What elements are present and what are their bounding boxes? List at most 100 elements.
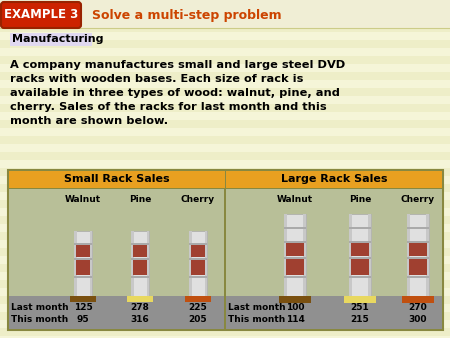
Text: 251: 251: [351, 303, 369, 312]
Bar: [284, 276, 306, 278]
Bar: [0, 0, 450, 28]
Bar: [349, 276, 371, 278]
Bar: [133, 245, 147, 257]
Bar: [226, 189, 442, 296]
Bar: [286, 259, 304, 275]
Bar: [70, 296, 96, 298]
Text: EXAMPLE 3: EXAMPLE 3: [4, 8, 78, 22]
Text: racks with wooden bases. Each size of rack is: racks with wooden bases. Each size of ra…: [10, 74, 303, 84]
Bar: [185, 296, 211, 298]
Bar: [0, 312, 450, 320]
Bar: [284, 257, 306, 259]
Bar: [0, 40, 450, 48]
Bar: [284, 241, 306, 243]
Bar: [0, 104, 450, 112]
Text: Solve a multi-step problem: Solve a multi-step problem: [92, 8, 282, 22]
Bar: [0, 32, 450, 40]
Bar: [303, 214, 306, 296]
Text: A company manufactures small and large steel DVD: A company manufactures small and large s…: [10, 60, 345, 70]
Bar: [349, 214, 371, 296]
Bar: [279, 296, 311, 303]
Text: month are shown below.: month are shown below.: [10, 116, 168, 126]
Bar: [284, 214, 287, 296]
Bar: [131, 231, 149, 296]
Bar: [9, 171, 225, 188]
Bar: [0, 288, 450, 296]
Bar: [74, 243, 92, 245]
Bar: [0, 152, 450, 160]
Bar: [127, 296, 153, 298]
Bar: [0, 240, 450, 248]
Text: Manufacturing: Manufacturing: [12, 34, 104, 44]
Bar: [76, 260, 90, 275]
Text: 225: 225: [189, 303, 207, 312]
Bar: [351, 259, 369, 275]
Bar: [0, 128, 450, 136]
Bar: [0, 72, 450, 80]
Bar: [0, 88, 450, 96]
Text: 114: 114: [286, 315, 305, 324]
Bar: [0, 296, 450, 304]
Bar: [0, 176, 450, 184]
Bar: [0, 256, 450, 264]
Bar: [0, 216, 450, 224]
Bar: [0, 160, 450, 168]
Bar: [185, 296, 211, 302]
Text: available in three types of wood: walnut, pine, and: available in three types of wood: walnut…: [10, 88, 340, 98]
Bar: [0, 304, 450, 312]
Bar: [407, 241, 429, 243]
Bar: [0, 320, 450, 328]
Text: Pine: Pine: [129, 195, 151, 204]
Text: Last month: Last month: [11, 303, 68, 312]
Bar: [0, 264, 450, 272]
Text: 100: 100: [286, 303, 304, 312]
Bar: [0, 200, 450, 208]
Bar: [10, 33, 92, 46]
Bar: [9, 296, 224, 329]
Bar: [0, 48, 450, 56]
Bar: [204, 231, 207, 296]
Bar: [284, 227, 306, 229]
Bar: [189, 231, 192, 296]
Bar: [407, 227, 429, 229]
Bar: [74, 258, 92, 260]
Bar: [131, 231, 134, 296]
Bar: [74, 231, 76, 296]
Bar: [0, 80, 450, 88]
Bar: [0, 272, 450, 280]
Bar: [0, 24, 450, 32]
Bar: [349, 257, 371, 259]
Bar: [0, 136, 450, 144]
Text: 215: 215: [351, 315, 369, 324]
Text: Last month: Last month: [228, 303, 286, 312]
Bar: [8, 170, 443, 330]
Bar: [407, 214, 410, 296]
Bar: [286, 243, 304, 256]
Text: 300: 300: [409, 315, 427, 324]
FancyBboxPatch shape: [1, 2, 81, 28]
Bar: [226, 171, 442, 188]
Bar: [407, 276, 429, 278]
Text: 95: 95: [76, 315, 89, 324]
Text: Walnut: Walnut: [65, 195, 101, 204]
Bar: [349, 214, 352, 296]
Bar: [9, 296, 224, 329]
Bar: [131, 243, 149, 245]
Bar: [0, 112, 450, 120]
Text: 270: 270: [409, 303, 428, 312]
Text: 205: 205: [189, 315, 207, 324]
Bar: [0, 0, 450, 8]
Text: 316: 316: [130, 315, 149, 324]
Bar: [349, 241, 371, 243]
Bar: [191, 260, 205, 275]
Bar: [0, 336, 450, 338]
Bar: [0, 328, 450, 336]
Text: Cherry: Cherry: [181, 195, 215, 204]
Bar: [0, 168, 450, 176]
Bar: [127, 296, 153, 302]
Bar: [131, 276, 149, 278]
Bar: [0, 208, 450, 216]
Bar: [409, 259, 427, 275]
Bar: [0, 64, 450, 72]
Bar: [407, 257, 429, 259]
